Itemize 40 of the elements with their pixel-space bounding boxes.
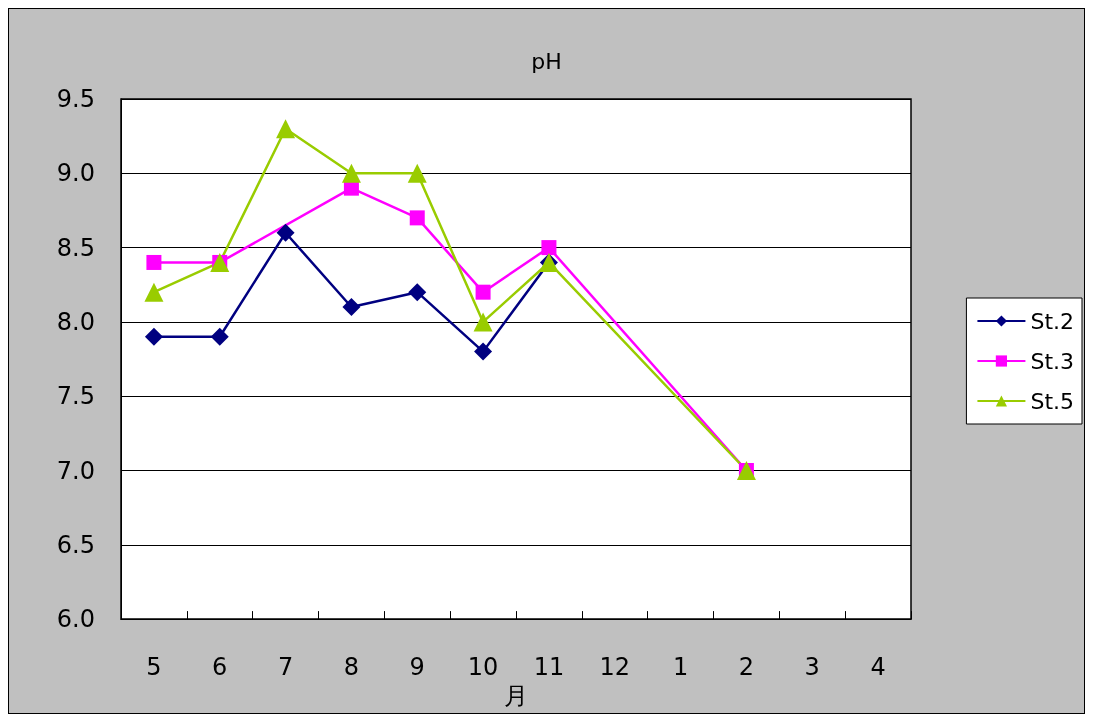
point [475,284,491,300]
legend-label: St.3 [1030,348,1075,374]
point [276,119,296,139]
y-tick-label: 9.5 [56,85,95,113]
x-tick-label: 8 [343,653,360,682]
y-tick-label: 6.5 [56,530,95,559]
chart-title: pH [531,48,562,74]
point [144,327,163,346]
point [474,342,493,361]
point [144,282,164,302]
legend-label: St.2 [1030,308,1075,334]
point [407,163,427,183]
x-tick-label: 10 [467,653,499,682]
point [473,312,493,332]
y-tick-label: 6.0 [56,605,95,634]
x-tick-label: 1 [672,653,689,682]
point [409,210,425,226]
point [276,223,295,242]
x-tick-label: 5 [146,653,162,682]
y-tick-label: 7.0 [56,456,95,485]
x-tick-label: 6 [212,653,228,682]
x-tick-label: 3 [804,653,820,682]
x-tick-label: 2 [738,653,755,682]
legend-label: St.5 [1030,388,1075,414]
x-tick-label: 7 [277,653,294,682]
x-tick-label: 11 [533,653,565,682]
x-tick-label: 9 [409,653,425,682]
y-tick-label: 9.0 [56,159,95,188]
point [210,327,229,346]
point [342,298,361,317]
point [341,163,361,183]
point [541,240,557,256]
x-axis-title: 月 [504,682,528,710]
y-tick-label: 8.0 [56,307,95,336]
x-tick-label: 12 [599,653,631,682]
point [408,283,427,302]
point [146,254,162,270]
y-tick-label: 8.5 [56,233,95,262]
x-tick-label: 4 [870,653,886,682]
y-tick-label: 7.5 [56,382,95,411]
